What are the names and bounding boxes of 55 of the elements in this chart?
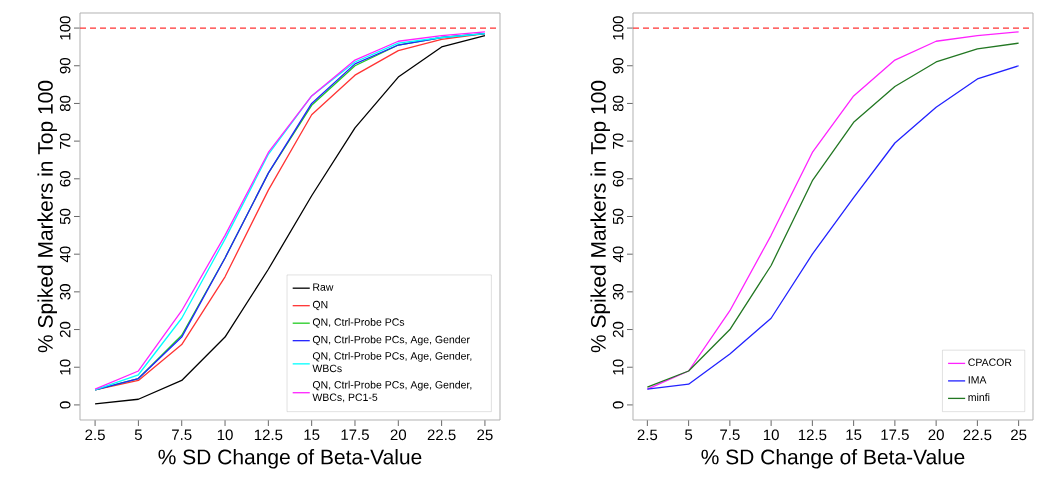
x-tick-label: 22.5 [427, 429, 456, 441]
x-tick-label: 12.5 [254, 429, 283, 441]
y-tick-label: 40 [59, 246, 71, 263]
y-tick-label: 50 [59, 208, 71, 225]
y-axis-title: % Spiked Markers in Top 100 [37, 80, 57, 353]
x-axis-title: % SD Change of Beta-Value [158, 449, 422, 469]
y-tick-label: 100 [59, 16, 71, 40]
y-tick-label: 60 [59, 171, 71, 187]
x-tick-label: 10 [763, 429, 779, 441]
legend-label: minfi [968, 393, 990, 401]
x-tick-label: 20 [390, 429, 407, 441]
y-tick-label: 50 [612, 208, 624, 225]
y-tick-label: 90 [59, 58, 71, 74]
y-tick-label: 20 [612, 321, 624, 338]
y-tick-label: 30 [612, 284, 624, 300]
x-tick-label: 22.5 [963, 429, 992, 441]
y-tick-label: 70 [612, 133, 624, 149]
legend-label: Raw [313, 283, 334, 291]
legend-label: IMA [968, 376, 987, 384]
x-tick-label: 5 [134, 429, 142, 440]
y-tick-label: 70 [59, 133, 71, 149]
y-tick-label: 80 [59, 95, 71, 112]
x-tick-label: 17.5 [881, 429, 909, 440]
x-tick-label: 5 [685, 429, 693, 440]
y-tick-label: 20 [59, 321, 71, 338]
x-tick-label: 25 [1011, 429, 1027, 441]
y-axis-title: % Spiked Markers in Top 100 [590, 80, 610, 353]
legend-label: CPACOR [968, 358, 1012, 367]
y-tick-label: 100 [612, 16, 624, 40]
x-tick-label: 7.5 [172, 429, 192, 440]
x-tick-label: 2.5 [85, 429, 105, 441]
y-tick-label: 0 [612, 401, 624, 409]
x-tick-label: 17.5 [341, 429, 369, 440]
x-tick-label: 25 [477, 429, 493, 441]
y-tick-label: 30 [59, 284, 71, 300]
x-tick-label: 10 [217, 429, 233, 441]
y-tick-label: 10 [612, 359, 624, 375]
x-tick-label: 12.5 [798, 429, 827, 441]
y-tick-label: 90 [612, 58, 624, 74]
y-tick-label: 60 [612, 171, 624, 187]
x-tick-label: 15 [304, 429, 320, 440]
x-tick-label: 20 [928, 429, 944, 441]
x-axis-title: % SD Change of Beta-Value [701, 449, 965, 469]
x-tick-label: 15 [846, 429, 862, 440]
legend-label: QN, Ctrl-Probe PCs, Age, Gender, WBCs, PC1-5 [312, 380, 472, 403]
legend-label: QN, Ctrl-Probe PCs [312, 318, 405, 328]
legend-label: QN [312, 300, 328, 311]
x-tick-label: 7.5 [720, 429, 740, 440]
legend-label: QN, Ctrl-Probe PCs, Age, Gender [312, 335, 470, 346]
y-tick-label: 80 [612, 95, 624, 112]
y-tick-label: 10 [59, 359, 71, 375]
y-tick-label: 0 [59, 401, 71, 409]
legend-label: QN, Ctrl-Probe PCs, Age, Gender, WBCs [312, 351, 472, 373]
x-tick-label: 2.5 [637, 429, 658, 441]
y-tick-label: 40 [612, 246, 624, 263]
